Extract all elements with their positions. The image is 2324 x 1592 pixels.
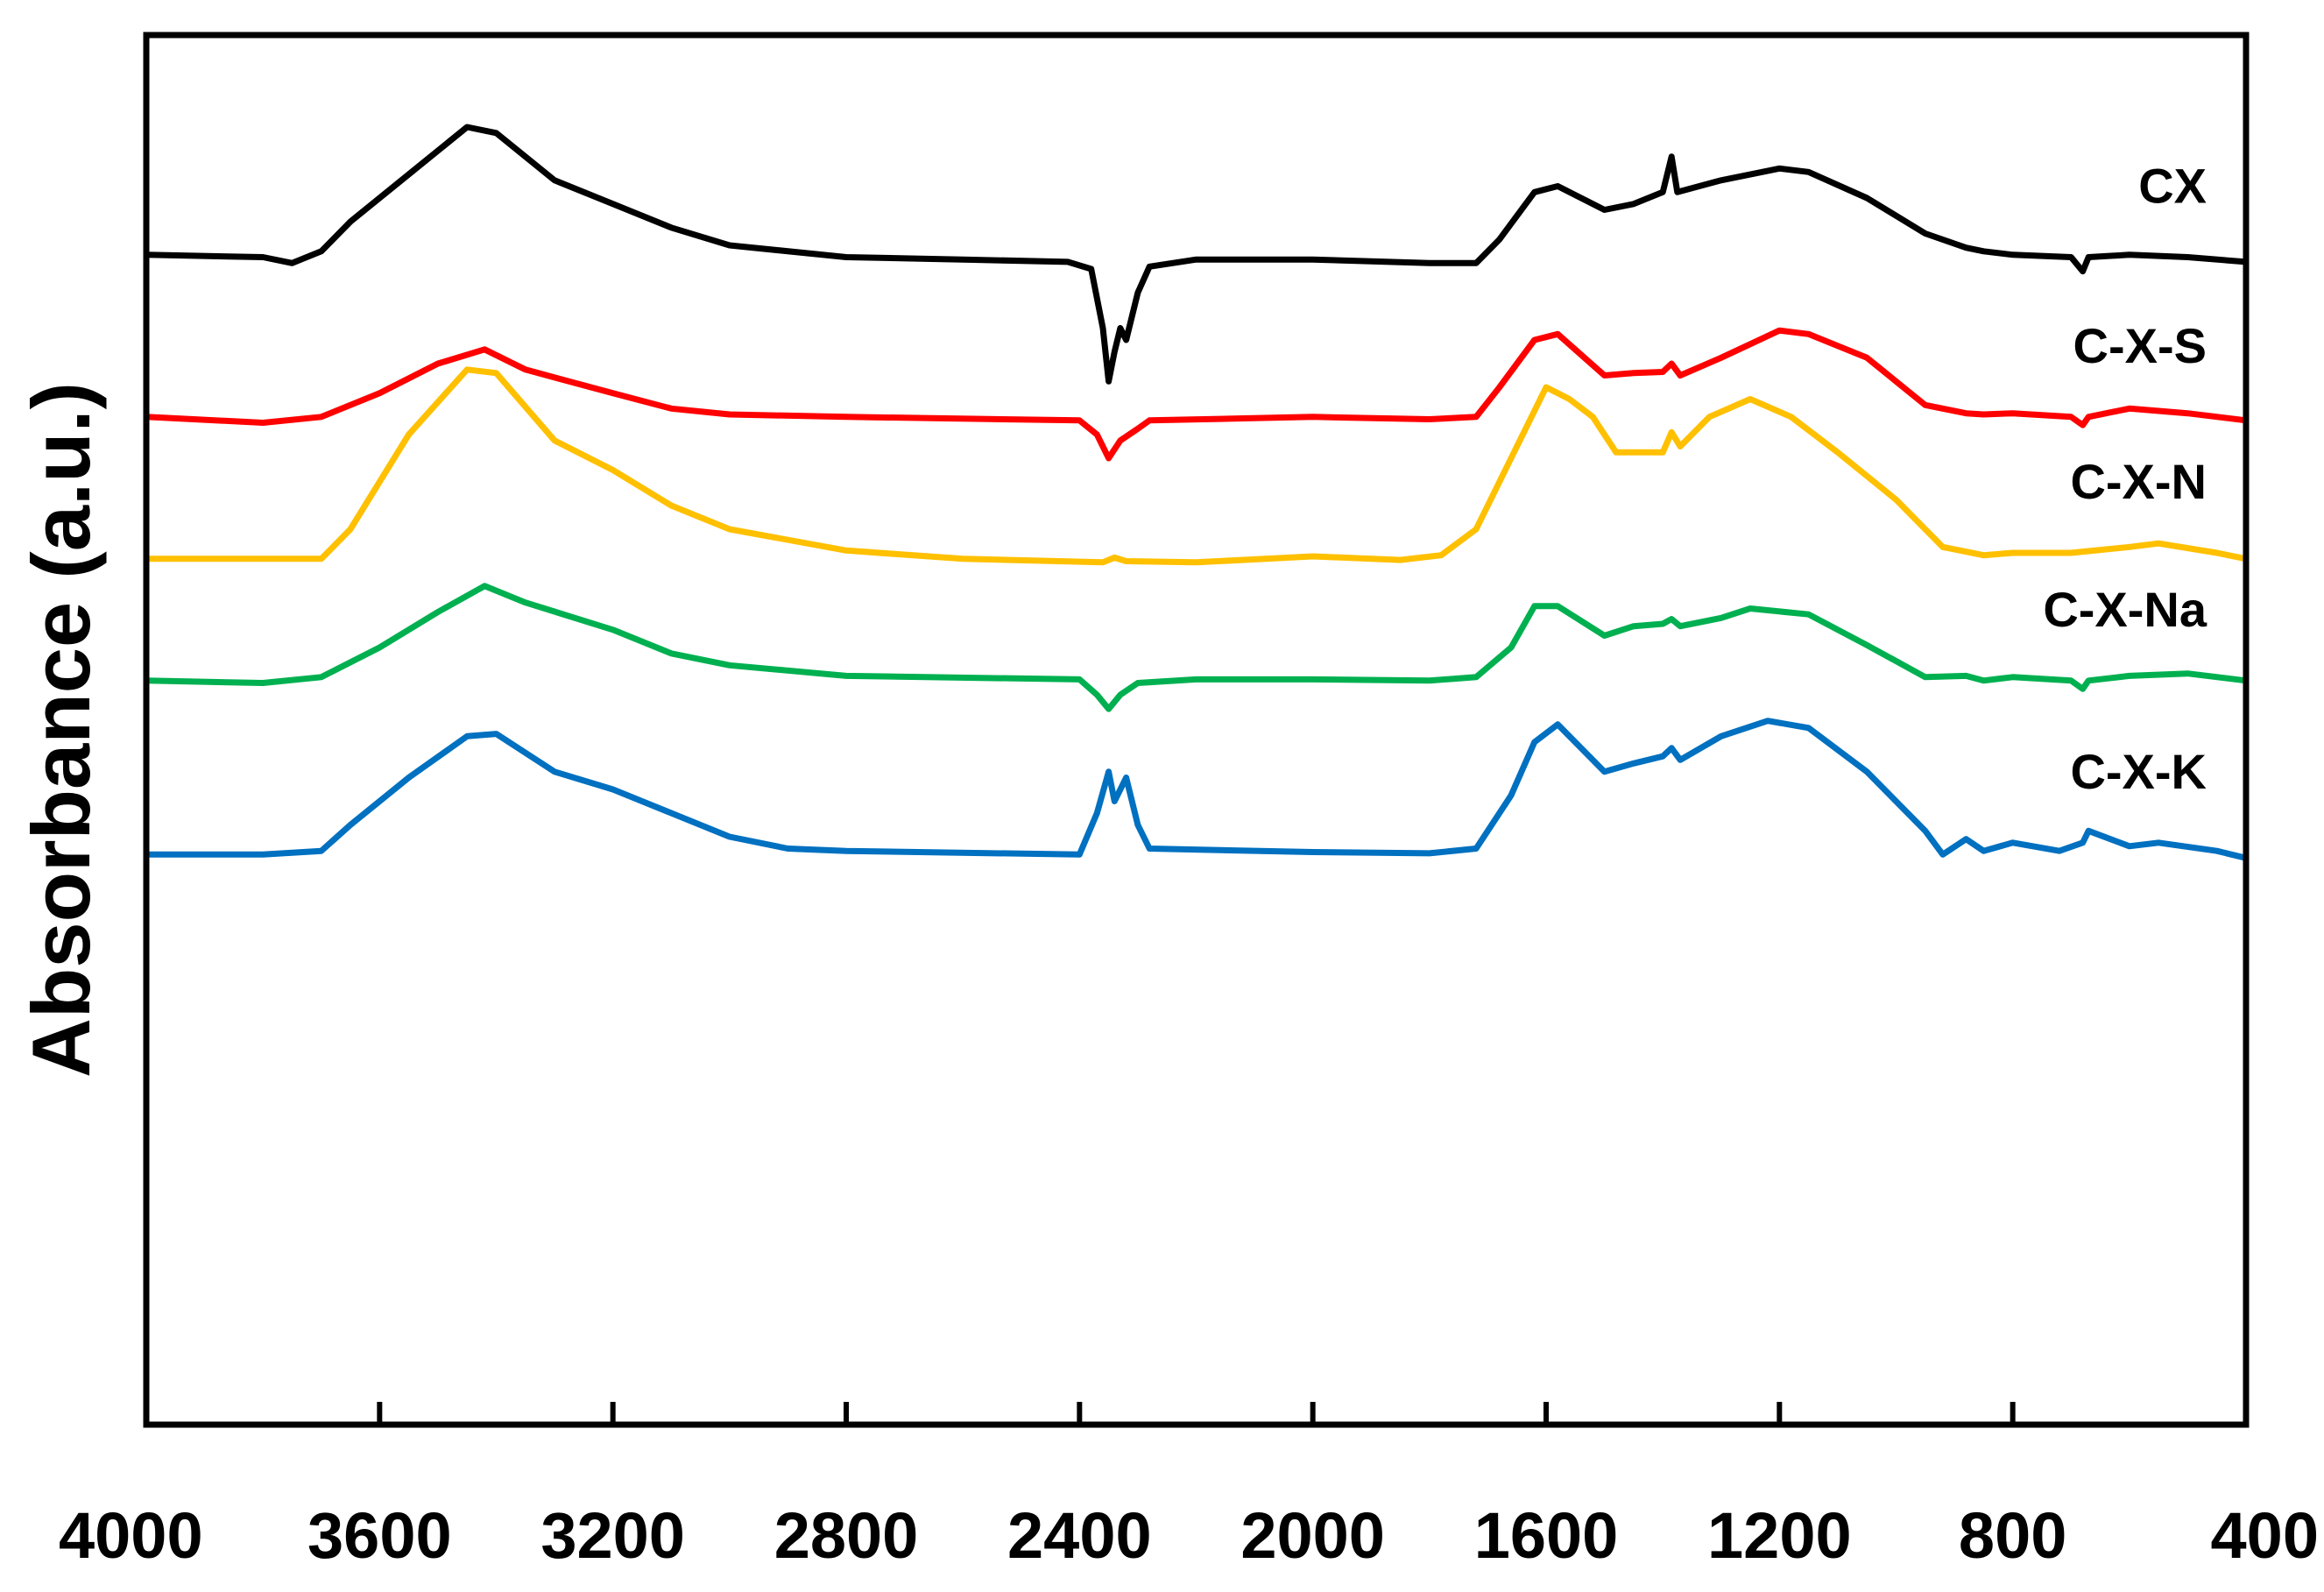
series-label-c-x-na: C-X-Na <box>2043 582 2207 637</box>
series-label-c-x-s: C-X-S <box>2073 318 2207 373</box>
y-axis-title: Absorbance (a.u.) <box>15 382 107 1078</box>
series-label-c-x-n: C-X-N <box>2070 454 2207 509</box>
series-line-cx <box>143 124 2250 385</box>
x-tick-label: 400 <box>2211 1499 2319 1572</box>
series-label-cx: CX <box>2138 159 2207 214</box>
x-tick-label: 2800 <box>774 1499 919 1572</box>
x-tick-label: 1600 <box>1474 1499 1619 1572</box>
plot-frame <box>143 32 2250 1428</box>
x-tick-label: 2400 <box>1007 1499 1152 1572</box>
x-tick-label: 3600 <box>307 1499 452 1572</box>
x-tick-label: 2000 <box>1240 1499 1385 1572</box>
series-label-layer: CX C-X-S C-X-N C-X-Na C-X-K <box>2043 159 2207 799</box>
x-tick-label: 1200 <box>1707 1499 1852 1572</box>
x-tick-label: 800 <box>1959 1499 2066 1572</box>
series-line-c-x-n <box>143 366 2250 566</box>
x-tick-label: 3200 <box>540 1499 685 1572</box>
x-tick-layer: 4000 3600 3200 2800 2400 2000 1600 1200 800 400 <box>59 1402 2319 1572</box>
series-layer <box>143 124 2250 861</box>
series-line-c-x-k <box>143 718 2250 861</box>
series-line-c-x-s <box>143 327 2250 462</box>
x-tick-label: 4000 <box>59 1499 203 1572</box>
series-line-c-x-na <box>143 583 2250 712</box>
series-label-c-x-k: C-X-K <box>2070 744 2207 799</box>
